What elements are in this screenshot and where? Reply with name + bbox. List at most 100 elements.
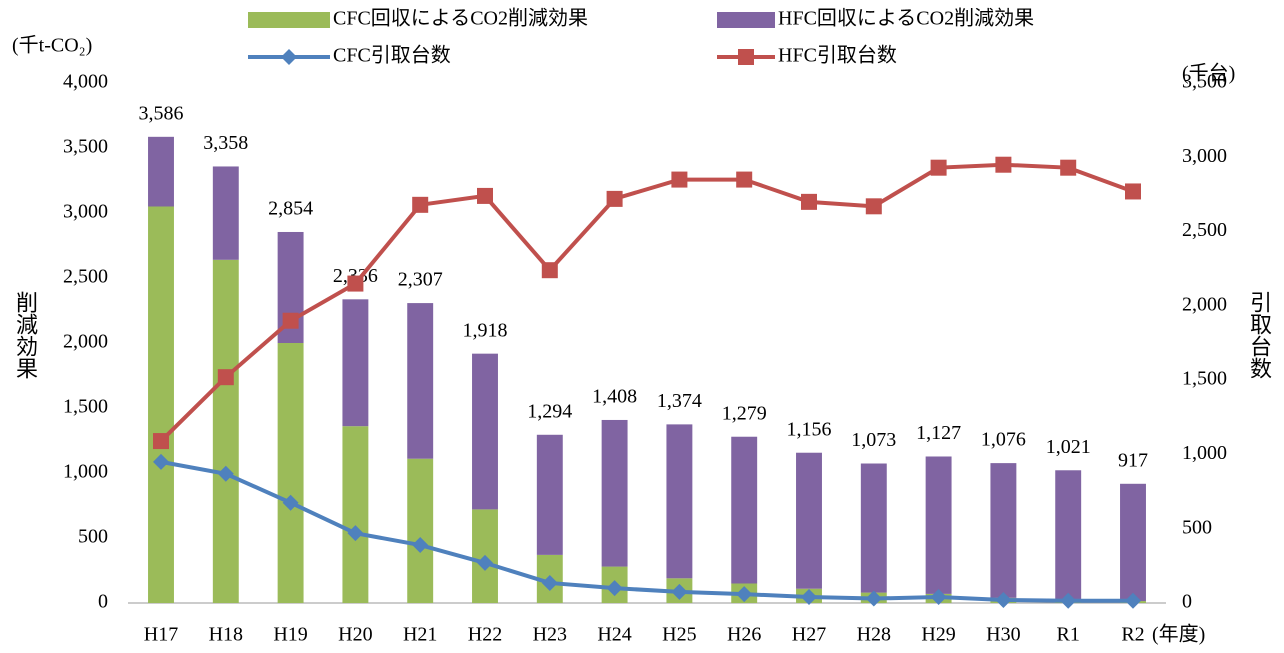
bar-segment: [212, 259, 239, 603]
x-tick-label: H18: [209, 624, 243, 646]
marker: [541, 262, 558, 279]
y2-unit: (千台): [1182, 62, 1235, 85]
legend-marker: [738, 49, 754, 65]
bar-segment: [148, 206, 174, 603]
x-tick-label: H26: [727, 624, 761, 646]
bar-segment: [536, 434, 563, 555]
yticks-label: 2,000: [63, 331, 108, 353]
y2ticks-label: 1,000: [1182, 442, 1227, 464]
bar-segment: [796, 452, 822, 589]
bar-segment: [277, 343, 304, 603]
total-label: 1,279: [722, 402, 767, 424]
legend-swatch: [717, 12, 775, 28]
total-label: 1,073: [851, 429, 896, 451]
y2ticks-label: 2,500: [1182, 219, 1227, 241]
bar-segment: [342, 426, 369, 603]
x-tick-label: H22: [468, 624, 502, 646]
y2-axis-title: 引取台数: [1246, 291, 1272, 379]
yticks-label: 4,000: [63, 71, 108, 93]
y2ticks-label: 3,000: [1182, 145, 1227, 167]
line: [160, 459, 1133, 603]
marker: [153, 453, 169, 470]
marker: [282, 312, 299, 329]
yticks-label: 500: [78, 526, 108, 548]
total-label: 1,294: [527, 400, 572, 422]
bar-segment: [860, 463, 887, 593]
yticks-label: 1,000: [63, 461, 108, 483]
bar-segment: [148, 136, 174, 207]
marker: [736, 171, 753, 188]
marker: [412, 196, 429, 213]
total-label: 2,307: [398, 269, 443, 291]
bar-segment: [731, 436, 758, 584]
marker: [1060, 159, 1077, 176]
total-label: 1,374: [657, 390, 702, 412]
bar-segment: [407, 303, 434, 459]
legend-label: CFC回収によるCO2削減効果: [333, 7, 588, 30]
marker: [1060, 592, 1077, 609]
yticks-label: 3,500: [63, 136, 108, 158]
marker: [153, 433, 169, 450]
marker: [282, 494, 299, 511]
x-tick-label: H27: [792, 624, 826, 646]
marker: [217, 465, 234, 482]
marker: [736, 586, 753, 603]
y2ticks-label: 0: [1182, 591, 1192, 613]
x-tick-label: H20: [338, 624, 372, 646]
yticks-label: 1,500: [63, 396, 108, 418]
marker: [1125, 592, 1141, 609]
x-tick-label: R1: [1057, 624, 1080, 646]
x-tick-label: H25: [662, 624, 696, 646]
x-tick-label: H17: [144, 624, 178, 646]
total-label: 1,127: [916, 422, 961, 444]
bar-segment: [342, 299, 369, 427]
legend-swatch: [248, 12, 330, 28]
bar-segment: [407, 458, 434, 603]
marker: [606, 580, 623, 597]
bar-segment: [212, 166, 239, 260]
x-tick-label: H19: [273, 624, 307, 646]
marker: [995, 592, 1012, 609]
marker: [671, 583, 688, 600]
marker: [217, 369, 234, 386]
marker: [541, 574, 558, 591]
x-tick-label: H29: [921, 624, 955, 646]
marker: [865, 590, 882, 607]
x-tick-label: H23: [533, 624, 567, 646]
y2ticks-label: 3,500: [1182, 71, 1227, 93]
marker: [930, 159, 947, 176]
y2ticks-label: 2,000: [1182, 293, 1227, 315]
bar-segment: [666, 424, 693, 579]
marker: [347, 275, 364, 292]
marker: [995, 156, 1012, 173]
total-label: 3,358: [203, 132, 248, 154]
yticks-label: 2,500: [63, 266, 108, 288]
marker: [412, 537, 429, 554]
bar-segment: [990, 463, 1017, 598]
yticks-label: 0: [98, 591, 108, 613]
bar-segment: [1055, 470, 1082, 600]
legend-label: HFC引取台数: [778, 44, 897, 67]
marker: [671, 171, 688, 188]
marker: [801, 193, 817, 210]
y-axis-title: 削減効果: [12, 291, 38, 379]
bar-segment: [1120, 483, 1146, 602]
x-tick-label: H24: [597, 624, 631, 646]
x-tick-label: H28: [857, 624, 891, 646]
line: [159, 162, 1134, 443]
marker: [477, 187, 493, 204]
y-unit: (千t-CO₂): [12, 34, 92, 57]
bar-segment: [472, 353, 498, 510]
legend-marker: [281, 49, 297, 65]
total-label: 1,021: [1046, 436, 1091, 458]
marker: [865, 198, 882, 215]
legend-label: CFC引取台数: [333, 44, 451, 67]
yticks-label: 3,000: [63, 201, 108, 223]
marker: [606, 190, 623, 207]
total-label: 917: [1118, 449, 1148, 471]
x-tick-label: H21: [403, 624, 437, 646]
x-tick-label: H30: [986, 624, 1020, 646]
total-label: 1,076: [981, 429, 1026, 451]
total-label: 1,918: [463, 319, 508, 341]
